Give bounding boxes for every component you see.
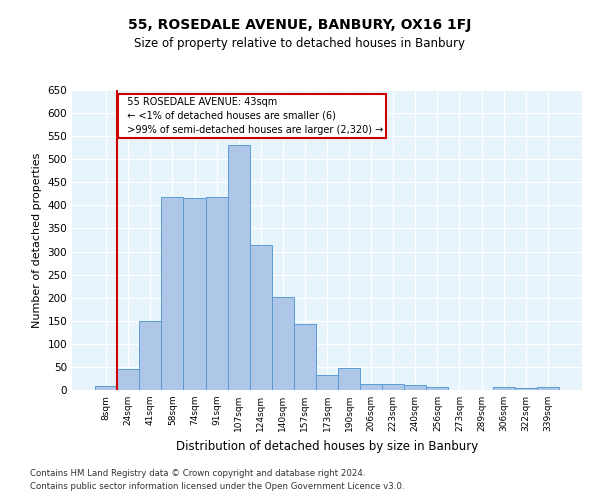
X-axis label: Distribution of detached houses by size in Banbury: Distribution of detached houses by size … <box>176 440 478 452</box>
Bar <box>382 384 404 390</box>
Bar <box>117 369 139 390</box>
Y-axis label: Number of detached properties: Number of detached properties <box>32 152 42 328</box>
Text: Contains public sector information licensed under the Open Government Licence v3: Contains public sector information licen… <box>30 482 404 491</box>
Bar <box>139 321 161 390</box>
Bar <box>537 387 559 390</box>
Bar <box>294 324 316 390</box>
Bar <box>515 388 537 390</box>
Bar <box>161 197 184 390</box>
Bar <box>316 375 338 390</box>
Bar <box>493 387 515 390</box>
Bar <box>206 197 227 390</box>
Bar <box>360 384 382 390</box>
Bar <box>404 386 427 390</box>
Text: 55, ROSEDALE AVENUE, BANBURY, OX16 1FJ: 55, ROSEDALE AVENUE, BANBURY, OX16 1FJ <box>128 18 472 32</box>
Text: Size of property relative to detached houses in Banbury: Size of property relative to detached ho… <box>134 38 466 51</box>
Bar <box>427 387 448 390</box>
Bar <box>272 297 294 390</box>
Text: 55 ROSEDALE AVENUE: 43sqm
  ← <1% of detached houses are smaller (6)
  >99% of s: 55 ROSEDALE AVENUE: 43sqm ← <1% of detac… <box>121 97 383 135</box>
Bar <box>227 146 250 390</box>
Bar <box>250 244 272 390</box>
Bar <box>338 368 360 390</box>
Bar <box>184 198 206 390</box>
Text: Contains HM Land Registry data © Crown copyright and database right 2024.: Contains HM Land Registry data © Crown c… <box>30 468 365 477</box>
Bar <box>95 386 117 390</box>
